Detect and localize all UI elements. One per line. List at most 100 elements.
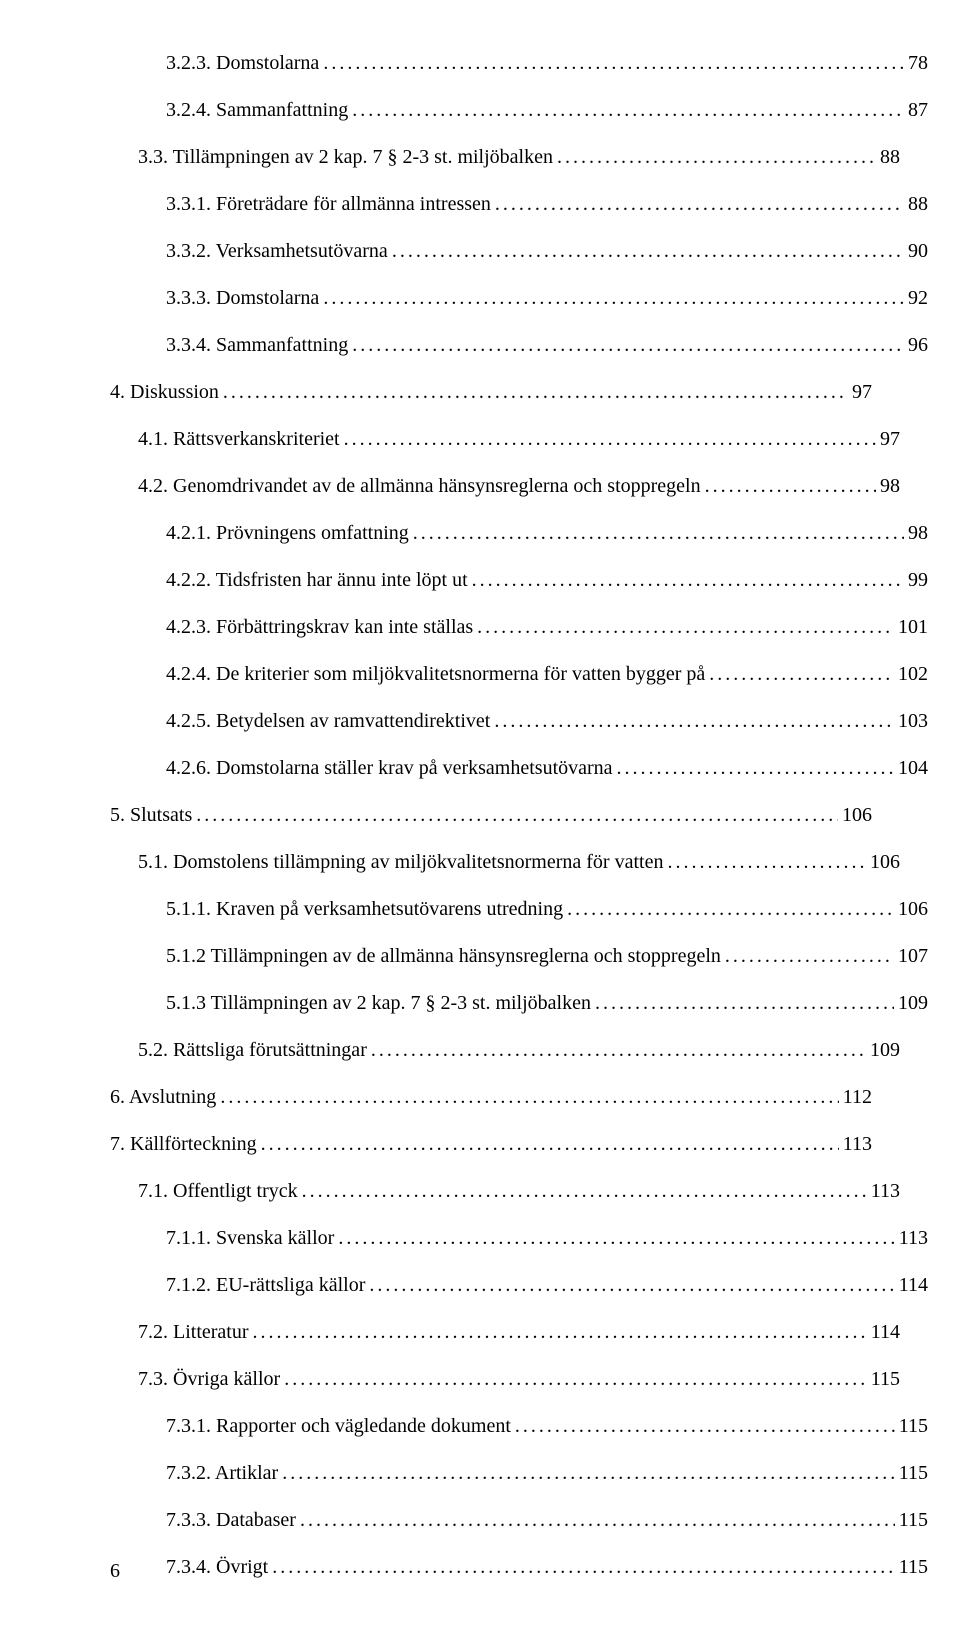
toc-leader-dots	[477, 604, 894, 651]
toc-entry-label: 4.2. Genomdrivandet av de allmänna hänsy…	[138, 463, 705, 510]
toc-leader-dots	[413, 510, 904, 557]
toc-leader-dots	[595, 980, 894, 1027]
toc-leader-dots	[323, 40, 904, 87]
toc-entry-page: 114	[867, 1309, 900, 1356]
toc-entry-label: 7.2. Litteratur	[138, 1309, 253, 1356]
toc-entry-page: 114	[895, 1262, 928, 1309]
toc-entry-label: 3.2.3. Domstolarna	[166, 40, 323, 87]
toc-entry-label: 7.3.3. Databaser	[166, 1497, 300, 1544]
toc-entry-label: 7.3.1. Rapporter och vägledande dokument	[166, 1403, 515, 1450]
toc-leader-dots	[472, 557, 904, 604]
toc-leader-dots	[300, 1497, 895, 1544]
toc-leader-dots	[567, 886, 894, 933]
toc-leader-dots	[338, 1215, 894, 1262]
toc-row: 4. Diskussion97	[110, 369, 872, 416]
toc-entry-label: 7. Källförteckning	[110, 1121, 261, 1168]
toc-row: 5.1.3 Tillämpningen av 2 kap. 7 § 2-3 st…	[166, 980, 928, 1027]
toc-row: 7.3.1. Rapporter och vägledande dokument…	[166, 1403, 928, 1450]
toc-leader-dots	[371, 1027, 866, 1074]
toc-leader-dots	[302, 1168, 867, 1215]
toc-row: 4.1. Rättsverkanskriteriet97	[138, 416, 900, 463]
toc-entry-label: 4.1. Rättsverkanskriteriet	[138, 416, 344, 463]
toc-entry-page: 112	[839, 1074, 872, 1121]
toc-entry-page: 115	[895, 1450, 928, 1497]
toc-entry-label: 4.2.3. Förbättringskrav kan inte ställas	[166, 604, 477, 651]
toc-row: 6. Avslutning 112	[110, 1074, 872, 1121]
toc-entry-label: 7.1.2. EU-rättsliga källor	[166, 1262, 369, 1309]
toc-leader-dots	[344, 416, 876, 463]
toc-entry-page: 115	[895, 1497, 928, 1544]
toc-entry-page: 107	[894, 933, 928, 980]
toc-entry-label: 4.2.6. Domstolarna ställer krav på verks…	[166, 745, 617, 792]
toc-entry-page: 106	[838, 792, 872, 839]
toc-leader-dots	[494, 698, 894, 745]
toc-leader-dots	[284, 1356, 867, 1403]
toc-row: 3.2.3. Domstolarna 78	[166, 40, 928, 87]
toc-row: 4.2.2. Tidsfristen har ännu inte löpt ut…	[166, 557, 928, 604]
toc-row: 4.2.1. Prövningens omfattning98	[166, 510, 928, 557]
toc-row: 4.2.5. Betydelsen av ramvattendirektivet…	[166, 698, 928, 745]
toc-leader-dots	[223, 369, 848, 416]
toc-row: 7.1. Offentligt tryck113	[138, 1168, 900, 1215]
toc-leader-dots	[352, 322, 904, 369]
toc-entry-page: 87	[904, 87, 928, 134]
toc-entry-label: 5.2. Rättsliga förutsättningar	[138, 1027, 371, 1074]
toc-entry-page: 113	[867, 1168, 900, 1215]
toc-row: 7.1.2. EU-rättsliga källor 114	[166, 1262, 928, 1309]
toc-row: 7.2. Litteratur 114	[138, 1309, 900, 1356]
toc-leader-dots	[261, 1121, 839, 1168]
toc-entry-page: 88	[904, 181, 928, 228]
toc-entry-label: 5. Slutsats	[110, 792, 196, 839]
toc-entry-page: 104	[894, 745, 928, 792]
toc-row: 7.1.1. Svenska källor113	[166, 1215, 928, 1262]
toc-entry-label: 4.2.4. De kriterier som miljökvalitetsno…	[166, 651, 709, 698]
toc-row: 5.1.2 Tillämpningen av de allmänna hänsy…	[166, 933, 928, 980]
toc-leader-dots	[725, 933, 894, 980]
toc-entry-page: 106	[866, 839, 900, 886]
toc-leader-dots	[392, 228, 904, 275]
toc-entry-page: 96	[904, 322, 928, 369]
toc-row: 3.3.3. Domstolarna92	[166, 275, 928, 322]
toc-leader-dots	[369, 1262, 894, 1309]
toc-entry-label: 5.1.2 Tillämpningen av de allmänna hänsy…	[166, 933, 725, 980]
toc-entry-label: 4.2.1. Prövningens omfattning	[166, 510, 413, 557]
toc-entry-label: 5.1.1. Kraven på verksamhetsutövarens ut…	[166, 886, 567, 933]
toc-entry-label: 3.3.1. Företrädare för allmänna intresse…	[166, 181, 495, 228]
toc-entry-page: 113	[839, 1121, 872, 1168]
toc-entry-label: 3.2.4. Sammanfattning	[166, 87, 352, 134]
toc-leader-dots	[557, 134, 876, 181]
toc-entry-page: 99	[904, 557, 928, 604]
toc-entry-label: 7.3.4. Övrigt	[166, 1544, 272, 1591]
toc-row: 5. Slutsats 106	[110, 792, 872, 839]
toc-row: 7.3. Övriga källor 115	[138, 1356, 900, 1403]
toc-row: 5.1. Domstolens tillämpning av miljökval…	[138, 839, 900, 886]
toc-entry-label: 3.3.2. Verksamhetsutövarna	[166, 228, 392, 275]
toc-row: 7.3.2. Artiklar115	[166, 1450, 928, 1497]
toc-entry-page: 90	[904, 228, 928, 275]
toc-entry-page: 113	[895, 1215, 928, 1262]
toc-row: 5.1.1. Kraven på verksamhetsutövarens ut…	[166, 886, 928, 933]
toc-leader-dots	[282, 1450, 895, 1497]
toc-row: 4.2.3. Förbättringskrav kan inte ställas…	[166, 604, 928, 651]
toc-entry-label: 4. Diskussion	[110, 369, 223, 416]
toc-entry-page: 98	[876, 463, 900, 510]
toc-row: 7. Källförteckning 113	[110, 1121, 872, 1168]
toc-entry-page: 102	[894, 651, 928, 698]
toc-row: 3.3.4. Sammanfattning96	[166, 322, 928, 369]
toc-entry-page: 115	[867, 1356, 900, 1403]
toc-entry-label: 6. Avslutning	[110, 1074, 220, 1121]
toc-row: 3.3.2. Verksamhetsutövarna 90	[166, 228, 928, 275]
toc-entry-label: 3.3. Tillämpningen av 2 kap. 7 § 2-3 st.…	[138, 134, 557, 181]
toc-entry-label: 7.3. Övriga källor	[138, 1356, 284, 1403]
toc-row: 7.3.4. Övrigt115	[166, 1544, 928, 1591]
toc-leader-dots	[253, 1309, 867, 1356]
toc-row: 3.3.1. Företrädare för allmänna intresse…	[166, 181, 928, 228]
toc-leader-dots	[617, 745, 894, 792]
toc-entry-label: 4.2.2. Tidsfristen har ännu inte löpt ut	[166, 557, 472, 604]
toc-leader-dots	[272, 1544, 895, 1591]
toc-entry-page: 78	[904, 40, 928, 87]
toc-leader-dots	[352, 87, 904, 134]
toc-entry-page: 109	[894, 980, 928, 1027]
toc-row: 7.3.3. Databaser 115	[166, 1497, 928, 1544]
toc-entry-page: 88	[876, 134, 900, 181]
